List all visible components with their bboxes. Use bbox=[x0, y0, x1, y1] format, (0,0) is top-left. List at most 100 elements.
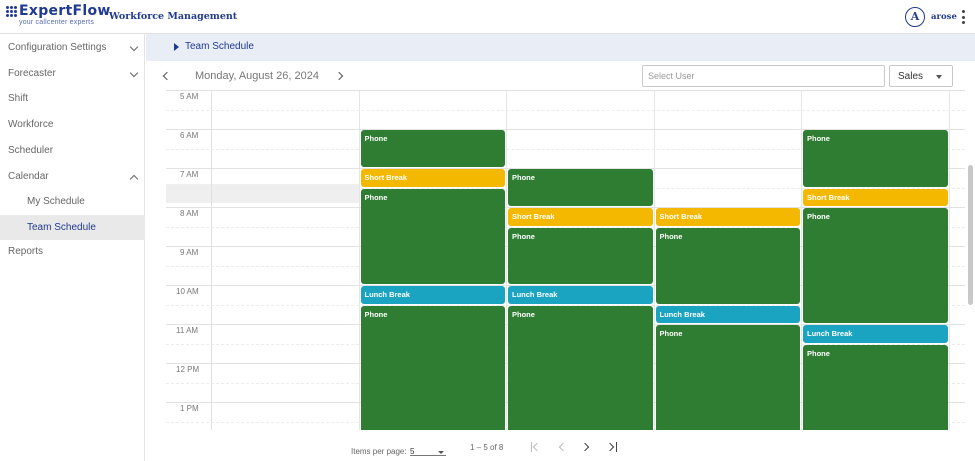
chevron-left-icon bbox=[558, 442, 568, 452]
hour-gridline bbox=[166, 168, 965, 169]
phone-shift-block[interactable]: Phone bbox=[803, 344, 948, 430]
time-label: 1 PM bbox=[180, 404, 199, 413]
previous-page-button[interactable] bbox=[555, 440, 569, 454]
half-hour-gridline bbox=[166, 304, 965, 306]
team-schedule-calendar: 5 AM 6 AM 7 AM 8 AM 9 AM 10 AM 11 AM 12 PM 1 PM … bbox=[166, 90, 965, 430]
current-time-highlight bbox=[166, 184, 359, 203]
time-label: 7 AM bbox=[180, 170, 199, 179]
first-page-button[interactable] bbox=[529, 440, 543, 454]
brand-tagline: your callcenter experts bbox=[19, 19, 95, 26]
chevron-left-icon bbox=[532, 442, 542, 452]
page-size-value: 5 bbox=[410, 447, 415, 456]
sidebar-item-label: Configuration Settings bbox=[8, 42, 107, 53]
sidebar-item-team-schedule[interactable]: Team Schedule bbox=[0, 215, 145, 240]
app-title: Workforce Management bbox=[109, 11, 238, 22]
phone-shift-block[interactable]: Phone bbox=[508, 169, 653, 206]
hour-gridline bbox=[166, 207, 965, 208]
sidebar-item-label: Forecaster bbox=[8, 68, 56, 79]
username[interactable]: arose bbox=[931, 12, 957, 22]
last-page-button[interactable] bbox=[605, 440, 619, 454]
queue-select[interactable]: Sales bbox=[889, 65, 953, 87]
short-break-block[interactable]: Short Break bbox=[655, 208, 800, 226]
brand-name: ExpertFlow bbox=[19, 3, 111, 19]
phone-shift-block[interactable]: Phone bbox=[360, 188, 505, 284]
calendar-scrollbar[interactable] bbox=[968, 165, 973, 305]
sidebar-item-scheduler[interactable]: Scheduler bbox=[0, 138, 145, 163]
sidebar-item-configuration-settings[interactable]: Configuration Settings bbox=[0, 35, 145, 60]
sidebar-item-label: Scheduler bbox=[8, 145, 54, 156]
next-day-button[interactable] bbox=[333, 68, 349, 84]
phone-shift-block[interactable]: Phone bbox=[508, 227, 653, 284]
caret-right-icon bbox=[174, 43, 179, 51]
time-label: 12 PM bbox=[176, 365, 200, 374]
phone-shift-block[interactable]: Phone bbox=[803, 208, 948, 323]
sidebar-item-my-schedule[interactable]: My Schedule bbox=[0, 189, 145, 214]
hour-gridline bbox=[166, 90, 965, 91]
avatar[interactable]: A bbox=[905, 7, 925, 27]
time-label: 10 AM bbox=[176, 287, 199, 296]
time-label: 6 AM bbox=[180, 131, 199, 140]
sidebar-item-workforce[interactable]: Workforce bbox=[0, 112, 145, 137]
short-break-block[interactable]: Short Break bbox=[508, 208, 653, 226]
time-label: 11 AM bbox=[176, 326, 199, 335]
sidebar-item-label: Workforce bbox=[8, 119, 54, 130]
chevron-down-icon bbox=[129, 68, 139, 78]
lunch-break-block[interactable]: Lunch Break bbox=[360, 286, 505, 304]
bar-icon bbox=[531, 442, 533, 452]
lunch-break-block[interactable]: Lunch Break bbox=[803, 325, 948, 343]
page-title: Team Schedule bbox=[185, 41, 254, 52]
logo-grid-icon bbox=[6, 5, 17, 17]
schedule-column bbox=[507, 90, 655, 430]
page-size-select[interactable]: 5 bbox=[410, 442, 446, 456]
top-bar: ExpertFlow your callcenter experts Workf… bbox=[0, 0, 975, 34]
sidebar-item-label: Calendar bbox=[8, 171, 49, 182]
next-page-button[interactable] bbox=[580, 440, 594, 454]
half-hour-gridline bbox=[166, 226, 965, 228]
more-options-icon[interactable] bbox=[960, 10, 966, 24]
queue-select-value: Sales bbox=[898, 71, 924, 82]
schedule-column bbox=[360, 90, 507, 430]
phone-shift-block[interactable]: Phone bbox=[360, 305, 505, 430]
sidebar-item-forecaster[interactable]: Forecaster bbox=[0, 61, 145, 86]
lunch-break-block[interactable]: Lunch Break bbox=[508, 286, 653, 304]
hour-gridline bbox=[166, 129, 965, 130]
short-break-block[interactable]: Short Break bbox=[360, 169, 505, 187]
paginator: Items per page: 5 1 – 5 of 8 bbox=[146, 430, 975, 461]
sidebar-item-label: My Schedule bbox=[27, 196, 85, 207]
time-axis: 5 AM 6 AM 7 AM 8 AM 9 AM 10 AM 11 AM 12 PM 1 PM bbox=[166, 90, 212, 430]
chevron-up-icon bbox=[129, 174, 139, 184]
sidebar: Configuration Settings Forecaster Shift … bbox=[0, 34, 145, 461]
phone-shift-block[interactable]: Phone bbox=[508, 305, 653, 430]
lunch-break-block[interactable]: Lunch Break bbox=[655, 305, 800, 323]
current-date: Monday, August 26, 2024 bbox=[195, 70, 319, 82]
phone-shift-block[interactable]: Phone bbox=[803, 130, 948, 187]
schedule-column bbox=[212, 90, 360, 430]
breadcrumb: Team Schedule bbox=[146, 34, 975, 61]
schedule-column bbox=[802, 90, 950, 430]
short-break-block[interactable]: Short Break bbox=[803, 188, 948, 206]
sidebar-item-reports[interactable]: Reports bbox=[0, 239, 145, 264]
sidebar-item-shift[interactable]: Shift bbox=[0, 86, 145, 111]
sidebar-item-label: Shift bbox=[8, 93, 29, 104]
time-label: 8 AM bbox=[180, 209, 199, 218]
previous-day-button[interactable] bbox=[158, 68, 174, 84]
select-user-input[interactable]: Select User bbox=[642, 65, 885, 87]
time-label: 9 AM bbox=[180, 248, 199, 257]
chevron-right-icon bbox=[580, 442, 590, 452]
schedule-column bbox=[655, 90, 802, 430]
phone-shift-block[interactable]: Phone bbox=[655, 227, 800, 304]
phone-shift-block[interactable]: Phone bbox=[360, 130, 505, 167]
bar-icon bbox=[616, 442, 618, 452]
caret-down-icon bbox=[438, 451, 444, 454]
phone-shift-block[interactable]: Phone bbox=[655, 325, 800, 430]
page-range-label: 1 – 5 of 8 bbox=[470, 443, 504, 452]
expertflow-logo[interactable]: ExpertFlow your callcenter experts bbox=[6, 4, 111, 26]
chevron-right-icon bbox=[605, 442, 615, 452]
time-label: 5 AM bbox=[180, 92, 199, 101]
sidebar-item-label: Reports bbox=[8, 246, 44, 257]
half-hour-gridline bbox=[166, 109, 965, 111]
sidebar-item-label: Team Schedule bbox=[27, 222, 96, 233]
sidebar-item-calendar[interactable]: Calendar bbox=[0, 164, 145, 189]
items-per-page-label: Items per page: bbox=[351, 447, 407, 456]
chevron-down-icon bbox=[129, 42, 139, 52]
